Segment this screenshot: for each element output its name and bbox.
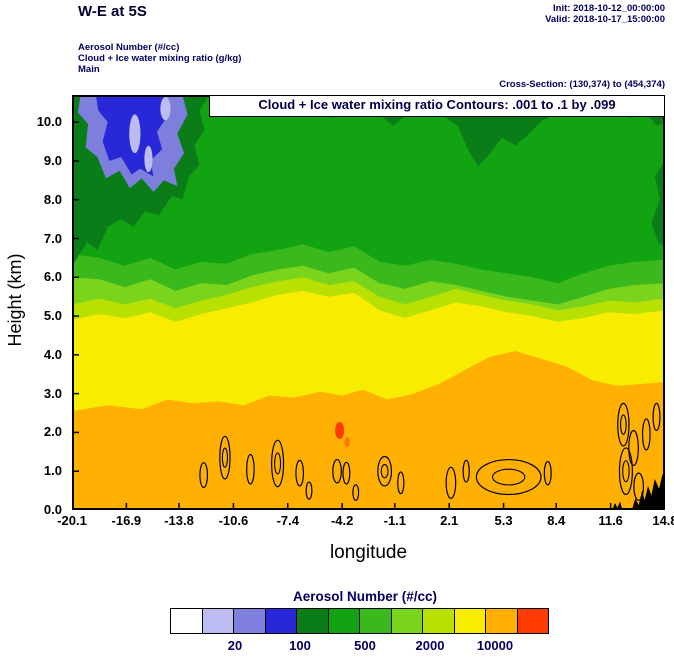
contour-field	[72, 95, 665, 510]
y-tick-label: 4.0	[43, 346, 62, 362]
cloud-contour-line	[543, 460, 552, 486]
colorbar-cell	[327, 608, 360, 634]
cloud-contour-line	[271, 439, 285, 488]
y-tick-label: 1.0	[43, 463, 62, 479]
cloud-contour-line	[641, 418, 651, 451]
terrain-silhouette	[631, 474, 665, 510]
x-axis-title: longitude	[329, 542, 408, 563]
contour-info-box: Cloud + Ice water mixing ratio Contours:…	[209, 95, 665, 117]
plot-area: Cloud + Ice water mixing ratio Contours:…	[72, 95, 665, 510]
terrain-silhouette	[612, 501, 623, 510]
cloud-contour-line	[377, 455, 393, 487]
x-tick-label: -7.4	[276, 513, 299, 528]
y-tick-label: 2.0	[43, 424, 62, 440]
field-label-cloud-ice: Cloud + Ice water mixing ratio (g/kg)	[78, 53, 242, 64]
fill-patch-dark-green	[651, 160, 665, 247]
colorbar-cell	[264, 608, 297, 634]
y-tick-label: 10.0	[36, 114, 62, 130]
cloud-contour-line-inner	[380, 464, 389, 479]
y-tick-label: 6.0	[43, 269, 62, 285]
cloud-contour-line	[342, 461, 351, 485]
cloud-contour-line	[352, 484, 360, 501]
x-tick-label: -10.6	[218, 513, 249, 528]
cloud-contour-line	[618, 447, 633, 496]
cloud-contour-line-inner	[620, 414, 627, 435]
y-tick-label: 0.0	[43, 502, 62, 517]
cloud-contour-line-inner	[274, 452, 282, 475]
cloud-contour-line	[332, 458, 342, 484]
cloud-contour-line	[305, 481, 313, 500]
fill-spot-lavender	[144, 145, 153, 173]
fill-spot-lavender	[160, 96, 171, 121]
field-label-aerosol-number: Aerosol Number (#/cc)	[78, 42, 180, 53]
colorbar-cell	[359, 608, 392, 634]
cloud-contour-line	[628, 429, 639, 466]
cloud-contour-line	[617, 402, 630, 447]
x-tick-label: -16.9	[111, 513, 142, 528]
valid-time-label: Valid: 2018-10-17_15:00:00	[545, 14, 665, 25]
x-tick-label: -13.8	[164, 513, 194, 528]
cloud-contour-line	[246, 453, 255, 485]
fill-spot-hot	[335, 421, 345, 440]
colorbar-tick-label: 500	[354, 638, 376, 653]
cloud-contour-line-inner	[221, 447, 229, 468]
colorbar-cell	[233, 608, 266, 634]
colorbar-cell	[516, 608, 549, 634]
fill-spot-lavender	[129, 114, 141, 154]
cloud-contour-line	[445, 466, 457, 499]
cloud-contour-line	[475, 458, 542, 496]
y-tick-label: 7.0	[43, 230, 62, 246]
cross-section-label: Cross-Section: (130,374) to (454,374)	[499, 79, 665, 90]
cloud-contour-line	[462, 459, 470, 483]
cloud-contour-line	[397, 471, 405, 495]
colorbar-cell	[201, 608, 234, 634]
x-tick-label: 2.1	[440, 513, 459, 528]
x-tick-label: 8.4	[547, 513, 566, 528]
colorbar	[170, 608, 549, 634]
y-tick-label: 8.0	[43, 191, 62, 207]
cloud-contour-line	[652, 402, 661, 432]
colorbar-cell	[390, 608, 423, 634]
cloud-contour-line-inner	[622, 460, 630, 483]
colorbar-cell	[453, 608, 486, 634]
x-tick-label: 14.8	[652, 513, 674, 528]
cloud-contour-line	[199, 462, 209, 489]
colorbar-tick-label: 20	[227, 638, 243, 653]
cloud-contour-line	[219, 435, 231, 480]
colorbar-title: Aerosol Number (#/cc)	[292, 589, 438, 604]
y-tick-label: 3.0	[43, 385, 62, 401]
cloud-contour-line-inner	[491, 468, 526, 486]
x-tick-label: 11.6	[598, 513, 623, 528]
init-time-label: Init: 2018-10-12_00:00:00	[553, 3, 665, 14]
y-tick-label: 5.0	[43, 308, 62, 324]
colorbar-cell	[422, 608, 455, 634]
colorbar-tick-label: 10000	[476, 638, 514, 653]
x-tick-label: -4.2	[330, 513, 354, 528]
fill-spot-hot	[344, 437, 350, 448]
colorbar-cell	[296, 608, 329, 634]
x-tick-label: 5.3	[494, 513, 513, 528]
colorbar-tick-label: 2000	[415, 638, 445, 653]
colorbar-tick-label: 100	[289, 638, 311, 653]
cloud-contour-line	[295, 459, 305, 487]
plot-title: W-E at 5S	[78, 3, 147, 20]
colorbar-cell	[170, 608, 203, 634]
x-tick-label: -20.1	[57, 513, 87, 528]
x-tick-label: -1.1	[383, 513, 407, 528]
cloud-contour-line	[633, 472, 645, 501]
colorbar-cell	[485, 608, 518, 634]
field-label-grid: Main	[78, 64, 100, 75]
y-tick-label: 9.0	[43, 152, 62, 168]
